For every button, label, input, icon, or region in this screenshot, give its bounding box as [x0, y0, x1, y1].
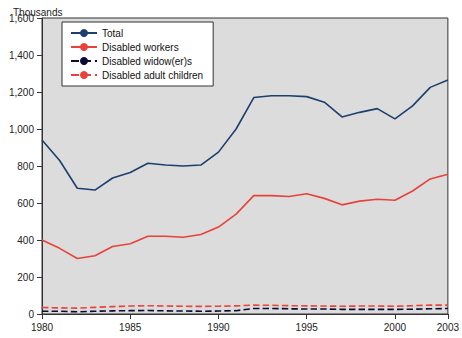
- svg-text:1,600: 1,600: [9, 12, 34, 24]
- svg-text:200: 200: [17, 272, 34, 283]
- svg-text:2000: 2000: [384, 322, 407, 333]
- svg-text:1990: 1990: [207, 322, 230, 333]
- svg-text:1,400: 1,400: [9, 50, 34, 61]
- svg-text:Thousands: Thousands: [13, 7, 62, 18]
- svg-text:1,000: 1,000: [9, 124, 34, 135]
- svg-text:1995: 1995: [296, 322, 319, 333]
- svg-text:2003: 2003: [437, 322, 460, 333]
- svg-text:Disabled widow(er)s: Disabled widow(er)s: [102, 56, 192, 67]
- svg-text:600: 600: [17, 198, 34, 209]
- svg-text:0: 0: [28, 309, 34, 320]
- svg-text:400: 400: [17, 235, 34, 246]
- svg-text:Total: Total: [102, 28, 123, 39]
- svg-text:Disabled adult children: Disabled adult children: [102, 70, 203, 81]
- svg-text:1980: 1980: [31, 322, 54, 333]
- svg-text:1985: 1985: [119, 322, 142, 333]
- svg-text:1,200: 1,200: [9, 87, 34, 98]
- svg-text:800: 800: [17, 161, 34, 172]
- svg-text:Disabled workers: Disabled workers: [102, 42, 179, 53]
